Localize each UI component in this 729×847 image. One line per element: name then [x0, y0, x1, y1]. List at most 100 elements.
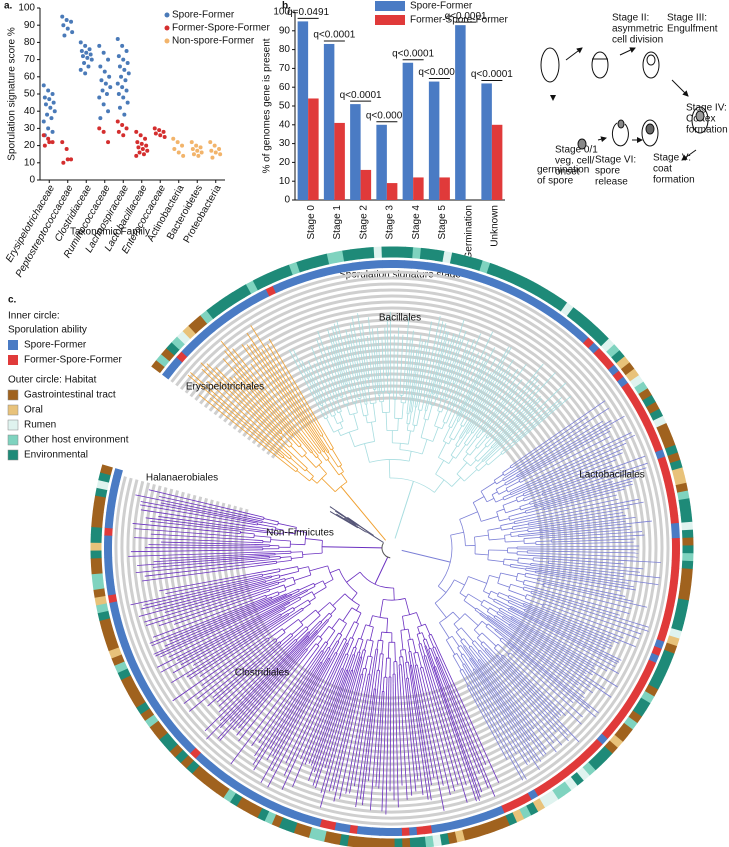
branch: [176, 604, 284, 661]
branch: [459, 353, 488, 409]
inner-ring-segment: [143, 689, 155, 701]
outer-ring-segment: [91, 565, 103, 575]
branch: [421, 348, 431, 391]
outer-ring-segment: [93, 495, 107, 506]
branch: [479, 614, 496, 627]
branch-arc: [337, 411, 342, 414]
branch: [355, 659, 377, 808]
branch: [341, 517, 356, 527]
outer-ring-segment: [266, 270, 279, 284]
inner-ring-segment: [155, 708, 167, 720]
branch: [435, 378, 442, 398]
data-point: [50, 129, 55, 134]
branch: [240, 521, 258, 526]
inner-ring-segment: [563, 764, 576, 776]
branch: [405, 383, 407, 390]
outer-ring-segment: [454, 829, 465, 843]
stage-label: formation: [653, 175, 695, 186]
branch: [385, 412, 388, 431]
branch: [277, 578, 285, 581]
branch: [402, 656, 405, 674]
branch: [283, 456, 299, 470]
branch: [406, 402, 409, 414]
spore: [617, 119, 625, 129]
outer-ring-segment: [362, 837, 372, 847]
inner-ring-segment: [307, 270, 318, 281]
data-point: [120, 43, 125, 48]
branch: [483, 641, 498, 657]
branch: [410, 349, 418, 400]
branch: [381, 337, 384, 374]
branch: [507, 655, 513, 661]
branch: [519, 615, 616, 668]
branch: [520, 477, 529, 483]
branch: [342, 669, 348, 680]
branch: [297, 626, 307, 635]
branch: [528, 529, 540, 533]
outer-ring-segment: [651, 670, 666, 683]
inner-ring-segment: [575, 754, 587, 766]
branch: [496, 662, 569, 742]
inner-ring-segment: [106, 586, 116, 596]
branch: [260, 568, 280, 573]
outer-ring-segment: [164, 738, 178, 752]
stage-label: release: [595, 177, 628, 188]
inner-ring-segment: [635, 679, 647, 691]
outer-ring-segment: [593, 751, 608, 766]
guide-ring: [192, 348, 592, 748]
inner-ring-segment: [132, 670, 144, 681]
y-tick-label: 70: [24, 54, 36, 65]
branch: [353, 647, 357, 656]
inner-ring-segment: [326, 820, 337, 831]
outer-ring-segment: [587, 756, 602, 771]
branch: [273, 613, 289, 623]
inner-ring-segment: [612, 370, 624, 382]
branch: [456, 653, 464, 665]
inner-ring-segment: [591, 738, 603, 751]
inner-ring-segment: [668, 582, 678, 592]
branch: [352, 655, 356, 662]
branch: [540, 557, 624, 565]
branch: [329, 640, 338, 653]
outer-ring-segment: [229, 792, 243, 807]
branch: [525, 567, 535, 570]
branch: [336, 320, 355, 392]
inner-ring-segment: [276, 804, 288, 816]
branch: [364, 364, 368, 379]
branch: [369, 615, 373, 627]
branch: [206, 646, 297, 740]
legend-label: Former-Spore-Former: [24, 355, 122, 366]
legend-swatch: [8, 340, 18, 350]
branch: [543, 585, 562, 592]
inner-ring-segment: [118, 636, 129, 647]
branch: [496, 384, 540, 432]
branch-arc: [333, 427, 343, 433]
branch: [514, 521, 523, 525]
branch: [460, 645, 471, 660]
branch: [516, 465, 533, 476]
data-point: [82, 61, 87, 66]
outer-ring-segment: [412, 247, 422, 259]
outer-ring-segment: [598, 746, 613, 760]
inner-ring-segment: [533, 785, 545, 797]
branch: [263, 613, 281, 624]
outer-ring-segment: [424, 835, 434, 847]
outer-ring-segment: [667, 452, 681, 464]
branch: [345, 329, 354, 365]
branch: [314, 580, 324, 586]
inner-ring-segment: [359, 261, 369, 270]
outer-ring-segment: [285, 819, 298, 834]
branch: [386, 315, 389, 369]
outer-ring-segment: [200, 310, 214, 324]
branch-arc: [282, 456, 285, 459]
branch: [430, 393, 434, 405]
outer-ring-segment: [166, 341, 180, 356]
inner-ring-segment: [186, 340, 198, 352]
outer-ring-segment: [649, 408, 664, 422]
branch: [437, 398, 442, 411]
branch: [135, 494, 252, 520]
branch: [380, 383, 383, 392]
data-point: [60, 140, 65, 145]
inner-ring-segment: [503, 283, 515, 295]
data-point: [51, 100, 56, 105]
